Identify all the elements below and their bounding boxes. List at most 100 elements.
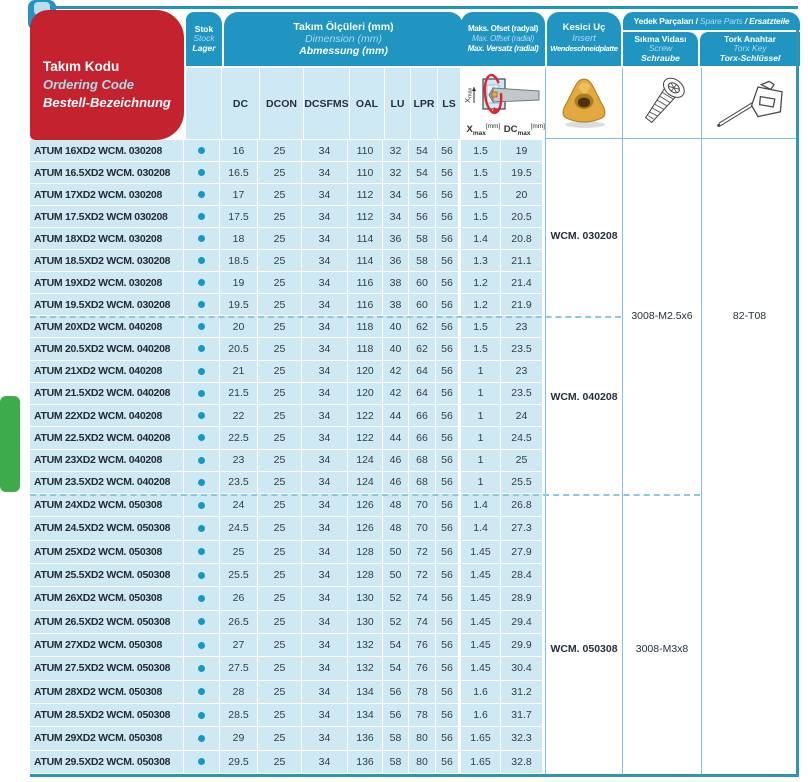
stock-cell — [184, 633, 220, 657]
value-cell: 80 — [409, 750, 436, 773]
stock-cell — [184, 250, 220, 271]
value-cell: 24 — [501, 405, 542, 427]
screw-label-en: Screw — [648, 43, 673, 54]
value-cell: 25 — [258, 727, 302, 750]
screw-span-column: 3008-M2.5x6 3008-M3x8 — [622, 139, 701, 774]
value-cell: 54 — [409, 140, 436, 161]
value-cell: 25 — [258, 750, 302, 773]
stock-cell — [184, 657, 220, 680]
col-key-ls: LS — [438, 68, 463, 139]
value-cell: 56 — [436, 206, 461, 227]
value-cell: 126 — [348, 494, 383, 517]
table-row: ATUM 16.5XD2 WCM. 030208 16.5 25 34 110 32 54 5… — [30, 162, 545, 184]
value-cell: 28.5 — [220, 703, 258, 727]
stock-cell — [184, 449, 220, 471]
ordering-code-header: Takım Kodu Ordering Code Bestell-Bezeich… — [30, 10, 184, 140]
value-cell: 28.4 — [501, 563, 542, 587]
value-cell: 28 — [220, 680, 258, 703]
value-cell: 26.8 — [501, 494, 542, 517]
stock-column-header: Stok Stock Lager — [186, 12, 222, 66]
value-cell: 34 — [302, 427, 348, 449]
value-cell: 1.6 — [461, 703, 501, 727]
table-row: ATUM 27.5XD2 WCM. 050308 27.5 25 34 132 54 76 5… — [30, 657, 545, 681]
value-cell: 24.5 — [501, 427, 542, 449]
value-cell: 74 — [409, 610, 436, 633]
value-cell: 56 — [436, 228, 461, 249]
value-cell: 40 — [383, 316, 409, 338]
value-cell: 25 — [258, 382, 302, 404]
value-cell: 32 — [383, 140, 409, 161]
screw-image-cell — [622, 68, 701, 138]
screw-code: 3008-M3x8 — [635, 643, 689, 655]
value-cell: 34 — [302, 382, 348, 404]
col-key-lu: LU — [385, 68, 411, 139]
torx-span-column: 82-T08 — [701, 139, 797, 774]
value-cell: 25.5 — [220, 563, 258, 587]
value-cell: 34 — [302, 405, 348, 427]
spare-label-tr: Yedek Parçaları / — [633, 16, 698, 26]
ordering-code: ATUM 18XD2 WCM. 030208 — [30, 228, 184, 249]
value-cell: 34 — [302, 540, 348, 563]
value-cell: 19 — [501, 140, 542, 161]
value-cell: 36 — [383, 228, 409, 249]
stock-label-tr: Stok — [194, 23, 214, 34]
value-cell: 25 — [258, 316, 302, 338]
value-cell: 34 — [383, 184, 409, 205]
value-cell: 25 — [258, 184, 302, 205]
stock-cell — [184, 184, 220, 205]
value-cell: 27.3 — [501, 517, 542, 540]
insert-span-column: WCM. 030208 WCM. 040208 WCM. 050308 — [546, 139, 622, 774]
value-cell: 1.3 — [461, 250, 501, 271]
value-cell: 38 — [383, 294, 409, 315]
value-cell: 25 — [258, 405, 302, 427]
stock-dot-icon — [198, 688, 205, 696]
svg-text:Xmax: Xmax — [463, 87, 474, 103]
value-cell: 46 — [383, 471, 409, 493]
value-cell: 62 — [409, 338, 436, 360]
table-row: ATUM 19XD2 WCM. 030208 19 25 34 116 38 60 56 1.2… — [30, 272, 545, 294]
value-cell: 56 — [436, 540, 461, 563]
table-row: ATUM 22.5XD2 WCM. 040208 22.5 25 34 122 44 66 5… — [30, 427, 545, 450]
table-row: ATUM 19.5XD2 WCM. 030208 19.5 25 34 116 38 60 5… — [30, 294, 545, 316]
value-cell: 78 — [409, 680, 436, 703]
value-cell: 130 — [348, 610, 383, 633]
value-cell: 29.9 — [501, 633, 542, 657]
stock-dot-icon — [198, 501, 205, 509]
value-cell: 20.8 — [501, 228, 542, 249]
insert-label-de: Wendeschneidplatte — [550, 44, 618, 54]
value-cell: 21.4 — [501, 272, 542, 293]
offset-label-tr: Maks. Ofset (radyal) — [467, 24, 539, 33]
screw-code: 3008-M2.5x6 — [631, 310, 693, 322]
stock-cell — [184, 540, 220, 563]
value-cell: 56 — [436, 471, 461, 493]
stock-dot-icon — [198, 389, 205, 397]
value-cell: 44 — [383, 405, 409, 427]
torx-column-header: Tork Anahtar Torx Key Torx-Schlüssel — [700, 32, 800, 66]
dcmax-column-label: DCmax[mm] — [503, 122, 545, 137]
value-cell: 24 — [220, 494, 258, 517]
value-cell: 70 — [409, 517, 436, 540]
value-cell: 25 — [258, 703, 302, 727]
value-cell: 56 — [383, 680, 409, 703]
value-cell: 56 — [436, 657, 461, 680]
value-cell: 25 — [258, 427, 302, 449]
value-cell: 36 — [383, 250, 409, 271]
ordering-code: ATUM 23XD2 WCM. 040208 — [30, 449, 184, 471]
ordering-code: ATUM 17XD2 WCM. 030208 — [30, 184, 184, 205]
value-cell: 25 — [258, 360, 302, 382]
value-cell: 32 — [383, 162, 409, 183]
value-cell: 1.45 — [461, 610, 501, 633]
stock-dot-icon — [198, 548, 205, 556]
col-key-dcon: DCON — [260, 68, 304, 139]
ordering-code: ATUM 21XD2 WCM. 040208 — [30, 360, 184, 382]
value-cell: 21.9 — [501, 294, 542, 315]
ordering-code: ATUM 16.5XD2 WCM. 030208 — [30, 162, 184, 183]
row-group: ATUM 16XD2 WCM. 030208 16 25 34 110 32 54 56 1.5… — [30, 140, 545, 316]
value-cell: 56 — [436, 184, 461, 205]
value-cell: 46 — [383, 449, 409, 471]
group-divider-1 — [30, 316, 621, 318]
stock-cell — [184, 750, 220, 773]
stock-cell — [184, 494, 220, 517]
value-cell: 74 — [409, 587, 436, 610]
value-cell: 25 — [258, 517, 302, 540]
